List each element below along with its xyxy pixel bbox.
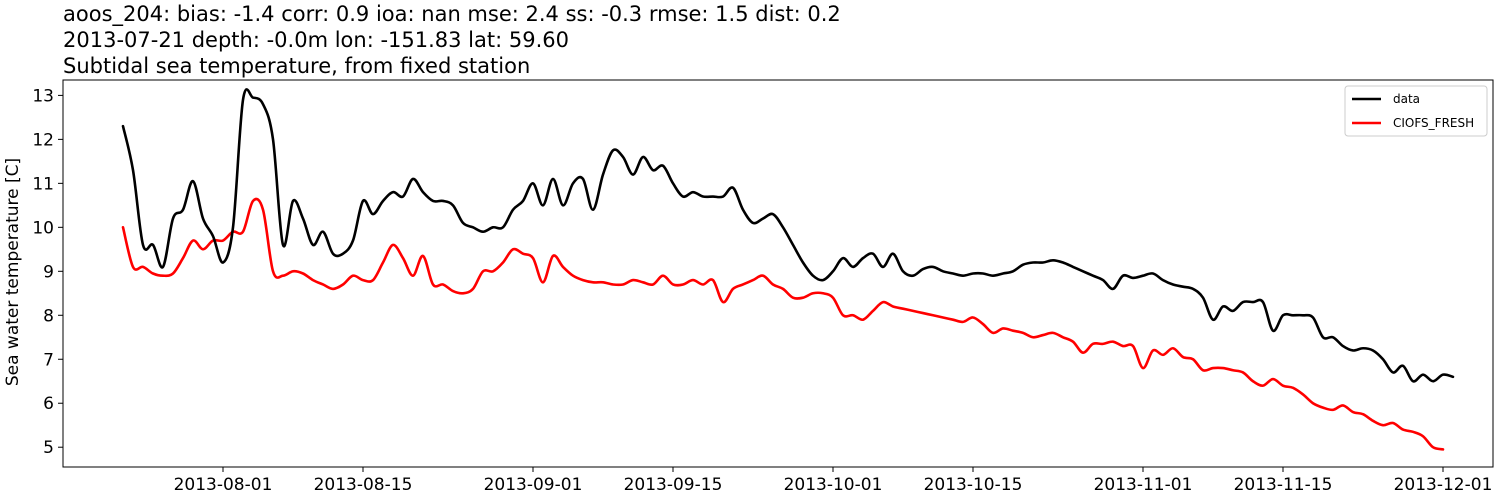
legend-label: data: [1393, 92, 1420, 106]
series-line-data: [121, 88, 1455, 383]
x-tick-label: 2013-10-15: [924, 475, 1023, 495]
y-tick-label: 8: [43, 306, 54, 326]
y-tick-label: 5: [43, 438, 54, 458]
y-tick-label: 7: [43, 350, 54, 370]
x-tick-label: 2013-12-01: [1394, 475, 1493, 495]
legend-label: CIOFS_FRESH: [1393, 116, 1474, 130]
y-tick-label: 6: [43, 394, 54, 414]
x-tick-label: 2013-08-01: [174, 475, 273, 495]
legend: data CIOFS_FRESH: [1344, 85, 1488, 137]
plot-frame: [62, 79, 1494, 468]
x-axis: 2013-08-01 2013-08-15 2013-09-01 2013-09-15…: [174, 467, 1493, 495]
x-tick-label: 2013-10-01: [784, 475, 883, 495]
x-tick-label: 2013-11-15: [1234, 475, 1333, 495]
title-line-stats: aoos_204: bias: -1.4 corr: 0.9 ioa: nan …: [63, 2, 841, 26]
series-line-ciofs-fresh: [121, 197, 1445, 451]
y-axis-label: Sea water temperature [C]: [3, 158, 23, 386]
y-tick-label: 11: [32, 174, 54, 194]
y-tick-label: 12: [32, 130, 54, 150]
x-tick-label: 2013-09-15: [624, 475, 723, 495]
y-tick-label: 10: [32, 218, 54, 238]
x-tick-label: 2013-08-15: [314, 475, 413, 495]
title-line-location: 2013-07-21 depth: -0.0m lon: -151.83 lat…: [63, 28, 569, 52]
chart-title: aoos_204: bias: -1.4 corr: 0.9 ioa: nan …: [63, 1, 841, 79]
title-line-description: Subtidal sea temperature, from fixed sta…: [63, 54, 531, 78]
plot-area: [62, 79, 1494, 468]
y-tick-label: 13: [32, 86, 54, 106]
x-tick-label: 2013-09-01: [484, 475, 583, 495]
series-layer: [121, 88, 1455, 451]
x-tick-label: 2013-11-01: [1094, 475, 1193, 495]
y-axis: 5 6 7 8 9 10 11 12 13: [32, 86, 63, 458]
y-tick-label: 9: [43, 262, 54, 282]
